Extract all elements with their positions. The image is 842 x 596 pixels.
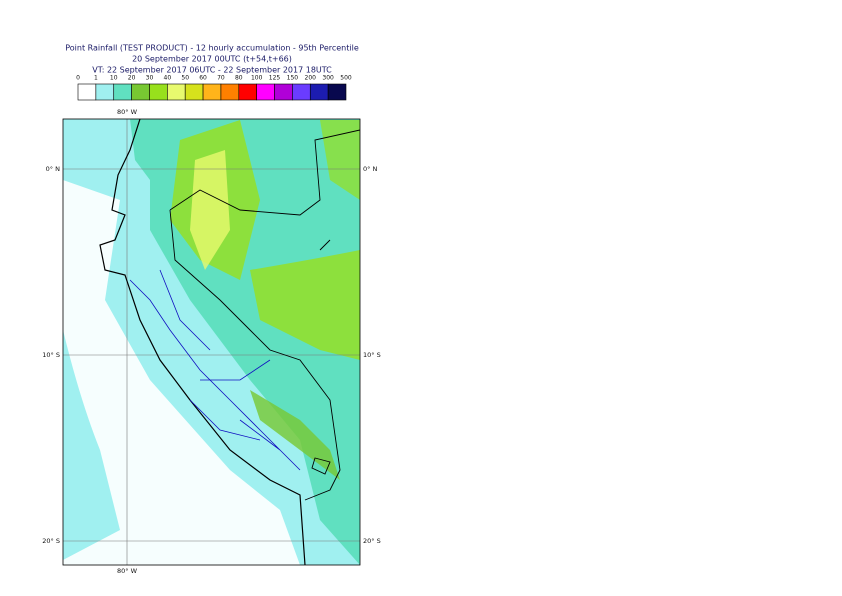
legend-swatch (238, 83, 257, 101)
legend-swatch (309, 83, 329, 101)
lat-label: 10° S (363, 351, 381, 359)
legend-swatch (256, 83, 275, 101)
legend-swatch (149, 83, 168, 101)
legend-swatch (220, 83, 240, 101)
legend-swatch (202, 83, 222, 101)
legend-label: 500 (340, 75, 352, 82)
lon-label: 80° W (117, 567, 138, 575)
legend-swatch (95, 83, 115, 101)
legend-swatch (274, 83, 293, 101)
legend-label: 0 (76, 75, 80, 82)
legend-label: 125 (269, 75, 281, 82)
legend-swatch (77, 83, 97, 101)
lat-label: 10° S (42, 351, 60, 359)
legend-label: 10 (110, 75, 118, 82)
legend-label: 80 (235, 75, 243, 82)
legend-label: 100 (251, 75, 263, 82)
legend-label: 70 (217, 75, 225, 82)
legend-label: 150 (287, 75, 299, 82)
legend-label: 1 (94, 75, 98, 82)
legend-label: 200 (305, 75, 317, 82)
legend-swatch (327, 83, 347, 101)
legend-swatch (113, 83, 132, 101)
legend-label: 40 (164, 75, 172, 82)
legend-swatch (167, 83, 186, 101)
lat-label: 20° S (363, 537, 381, 545)
valid-time: VT: 22 September 2017 06UTC - 22 Septemb… (92, 66, 332, 75)
legend-label: 20 (128, 75, 136, 82)
title: Point Rainfall (TEST PRODUCT) - 12 hourl… (65, 44, 359, 53)
legend: 0 1 10 20 30 40 50 60 70 80 100 125 150 200 300 500 (76, 75, 352, 101)
map: 80° W 80° W 0° N 0° N 10° S 10° S 20° S 20° S (42, 108, 380, 575)
legend-swatch (184, 83, 204, 101)
lat-label: 0° N (46, 165, 60, 173)
legend-swatch (131, 83, 150, 101)
legend-label: 30 (146, 75, 154, 82)
base-time: 20 September 2017 00UTC (t+54,t+66) (132, 55, 292, 64)
lon-label: 80° W (117, 108, 138, 116)
lat-label: 20° S (42, 537, 60, 545)
legend-label: 50 (181, 75, 189, 82)
legend-swatch (292, 83, 311, 101)
legend-label: 60 (199, 75, 207, 82)
lat-label: 0° N (363, 165, 377, 173)
legend-label: 300 (322, 75, 334, 82)
